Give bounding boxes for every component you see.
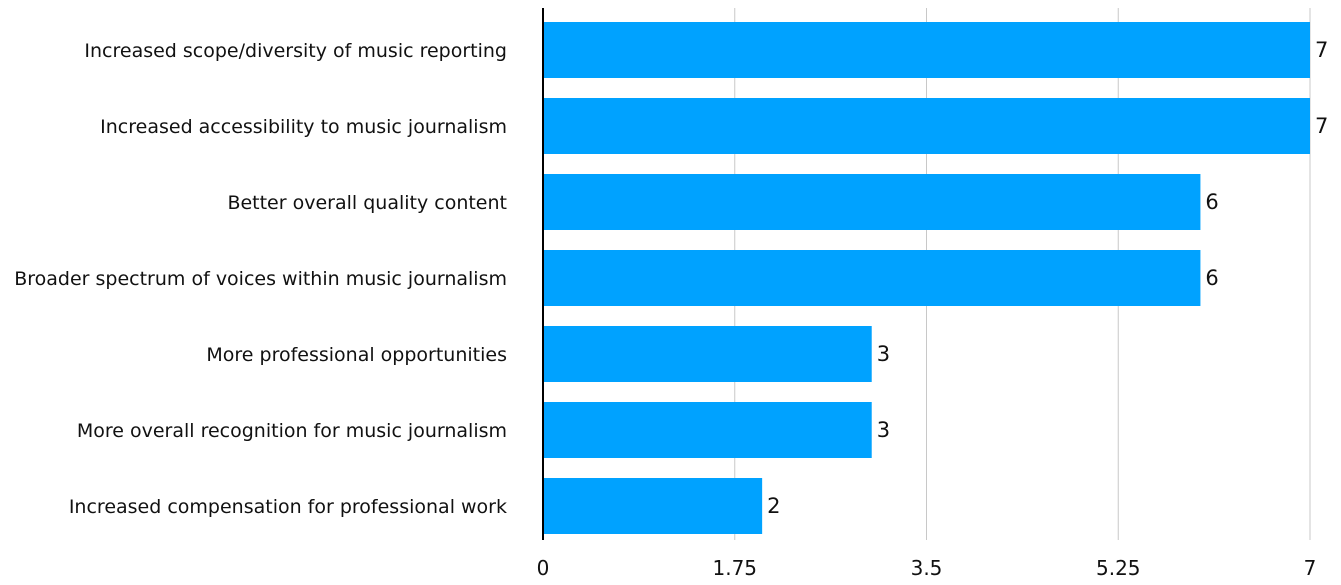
- bar-1: [543, 98, 1310, 154]
- category-label-6: Increased compensation for professional …: [69, 496, 507, 518]
- value-label-4: 3: [877, 342, 890, 366]
- x-tick-label-3: 5.25: [1096, 556, 1141, 580]
- value-label-3: 6: [1205, 266, 1218, 290]
- bar-0: [543, 22, 1310, 78]
- bar-3: [543, 250, 1201, 306]
- value-label-1: 7: [1315, 114, 1328, 138]
- category-label-1: Increased accessibility to music journal…: [100, 116, 507, 138]
- category-label-2: Better overall quality content: [227, 192, 507, 214]
- bar-4: [543, 326, 872, 382]
- value-label-6: 2: [767, 494, 780, 518]
- value-label-2: 6: [1205, 190, 1218, 214]
- x-tick-labels: 0 1.75 3.5 5.25 7: [537, 556, 1317, 580]
- bar-2: [543, 174, 1201, 230]
- x-tick-label-4: 7: [1304, 556, 1317, 580]
- value-label-0: 7: [1315, 38, 1328, 62]
- value-label-5: 3: [877, 418, 890, 442]
- bar-5: [543, 402, 872, 458]
- category-label-4: More professional opportunities: [206, 344, 507, 366]
- x-tick-label-0: 0: [537, 556, 550, 580]
- category-labels: Increased scope/diversity of music repor…: [14, 40, 507, 518]
- value-labels: 7 7 6 6 3 3 2: [767, 38, 1328, 518]
- bar-6: [543, 478, 763, 534]
- category-label-5: More overall recognition for music journ…: [77, 420, 507, 442]
- x-tick-label-1: 1.75: [712, 556, 757, 580]
- x-tick-label-2: 3.5: [911, 556, 943, 580]
- category-label-0: Increased scope/diversity of music repor…: [84, 40, 507, 62]
- bars: [543, 22, 1310, 534]
- category-label-3: Broader spectrum of voices within music …: [14, 268, 507, 290]
